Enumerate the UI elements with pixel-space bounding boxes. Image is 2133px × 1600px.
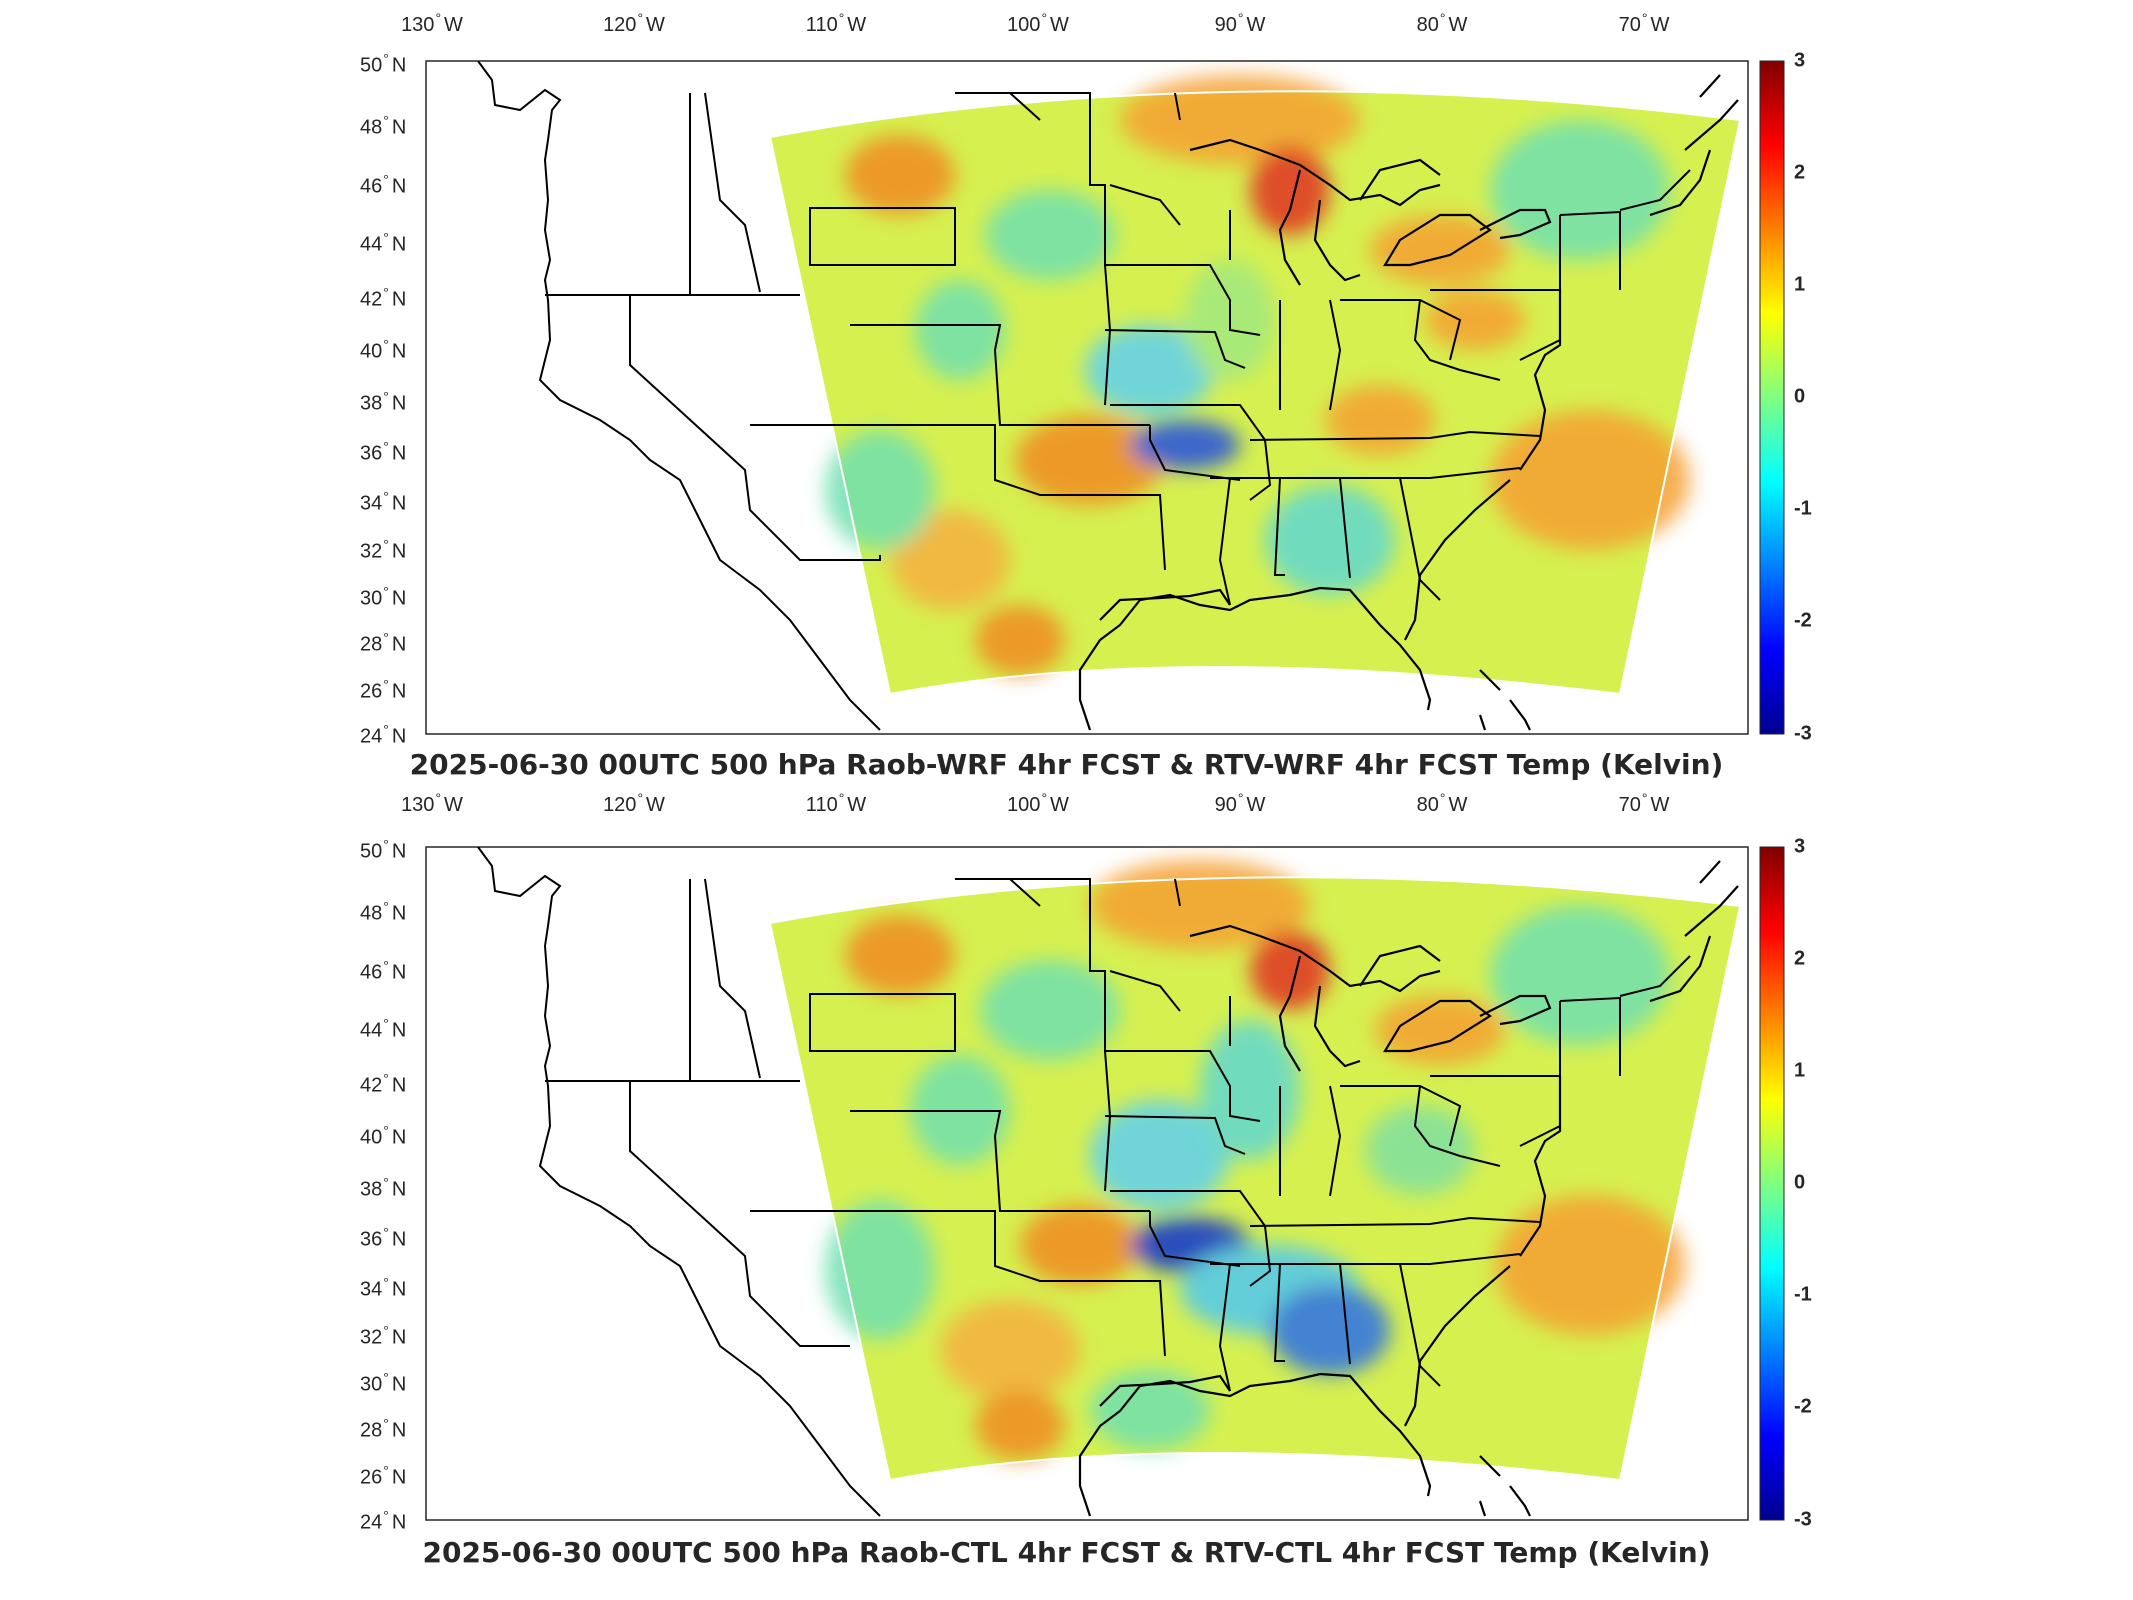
lat-label: 24° N xyxy=(360,721,407,748)
colorbar-tick: 3 xyxy=(1794,835,1806,858)
lat-label: 46° N xyxy=(360,957,407,984)
map-panel-bottom: 130° W 120° W 110° W 100° W 90° W 80° W 70° W 5… xyxy=(0,790,2133,1600)
lat-label: 30° N xyxy=(360,1369,407,1396)
lat-label: 48° N xyxy=(360,898,407,925)
lat-label: 36° N xyxy=(360,1224,407,1251)
temperature-difference-field xyxy=(768,860,1742,1482)
colorbar-tick: -2 xyxy=(1794,1395,1812,1418)
lat-label: 38° N xyxy=(360,388,407,415)
temperature-difference-field xyxy=(768,75,1742,696)
colorbar-tick: -3 xyxy=(1794,722,1812,745)
lon-label: 90° W xyxy=(1214,10,1266,36)
colorbar-tick: 2 xyxy=(1794,161,1806,184)
lat-label: 28° N xyxy=(360,1415,407,1442)
colorbar xyxy=(1759,60,1785,735)
lat-label: 28° N xyxy=(360,629,407,656)
colorbar xyxy=(1759,846,1785,1521)
lon-label: 70° W xyxy=(1618,10,1670,36)
colorbar-tick: -3 xyxy=(1794,1508,1812,1531)
lat-label: 34° N xyxy=(360,1274,407,1301)
lat-label: 30° N xyxy=(360,583,407,610)
colorbar-tick: 1 xyxy=(1794,1059,1806,1082)
lat-label: 38° N xyxy=(360,1174,407,1201)
lat-label: 40° N xyxy=(360,336,407,363)
lat-label: 44° N xyxy=(360,1015,407,1042)
lat-label: 46° N xyxy=(360,171,407,198)
colorbar-tick: -2 xyxy=(1794,609,1812,632)
colorbar-tick: -1 xyxy=(1794,497,1812,520)
lon-label: 110° W xyxy=(805,10,867,36)
lat-label: 34° N xyxy=(360,488,407,515)
lon-label: 100° W xyxy=(1007,10,1069,36)
lon-label: 80° W xyxy=(1416,790,1468,816)
lat-label: 42° N xyxy=(360,1070,407,1097)
colorbar-tick: 3 xyxy=(1794,49,1806,72)
lat-label: 48° N xyxy=(360,112,407,139)
lat-label: 40° N xyxy=(360,1122,407,1149)
state-boundaries xyxy=(477,847,1691,1517)
colorbar-tick: 2 xyxy=(1794,947,1806,970)
lat-label: 36° N xyxy=(360,438,407,465)
colorbar-tick: 0 xyxy=(1794,385,1806,408)
lon-label: 80° W xyxy=(1416,10,1468,36)
lon-label: 90° W xyxy=(1214,790,1266,816)
lat-label: 26° N xyxy=(360,1462,407,1489)
lat-label: 26° N xyxy=(360,676,407,703)
lon-label: 100° W xyxy=(1007,790,1069,816)
lon-label: 120° W xyxy=(603,790,665,816)
map-plot-top xyxy=(425,60,1785,735)
lat-label: 50° N xyxy=(360,50,407,77)
lon-label: 130° W xyxy=(401,10,463,36)
lat-label: 50° N xyxy=(360,836,407,863)
plot-title: 2025-06-30 00UTC 500 hPa Raob-CTL 4hr FC… xyxy=(422,1536,1711,1569)
map-panel-top: 130° W 120° W 110° W 100° W 90° W 80° W 70° W 5… xyxy=(360,10,1812,781)
coastlines xyxy=(1078,74,1739,731)
colorbar-tick: 1 xyxy=(1794,273,1806,296)
lon-label: 120° W xyxy=(603,10,665,36)
lat-label: 32° N xyxy=(360,536,407,563)
map-plot-bottom xyxy=(425,846,1785,1521)
colorbar-tick: 0 xyxy=(1794,1171,1806,1194)
lat-label: 24° N xyxy=(360,1507,407,1534)
lon-label: 110° W xyxy=(805,790,867,816)
lon-label: 70° W xyxy=(1618,790,1670,816)
coastlines xyxy=(1078,860,1739,1517)
lat-label: 32° N xyxy=(360,1322,407,1349)
plot-title: 2025-06-30 00UTC 500 hPa Raob-WRF 4hr FC… xyxy=(409,748,1724,781)
colorbar-gradient xyxy=(1759,846,1785,1521)
lon-label: 130° W xyxy=(401,790,463,816)
state-boundaries xyxy=(477,61,1691,731)
colorbar-tick: -1 xyxy=(1794,1283,1812,1306)
lat-label: 44° N xyxy=(360,229,407,256)
lat-label: 42° N xyxy=(360,284,407,311)
colorbar-gradient xyxy=(1759,60,1785,735)
